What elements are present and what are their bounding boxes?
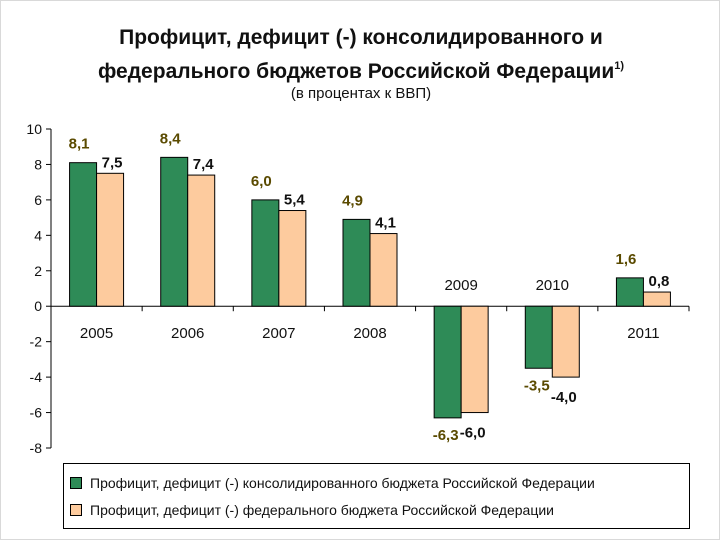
legend-swatch-consolidated: [70, 476, 82, 489]
data-label-consolidated: -6,3: [433, 427, 459, 444]
legend-item-consolidated: Профицит, дефицит (-) консолидированного…: [64, 469, 689, 496]
data-label-consolidated: -3,5: [524, 377, 550, 394]
x-tick-label: 2005: [80, 325, 113, 342]
title-footnote: 1): [614, 60, 625, 72]
title-line-1: Профицит, дефицит (-) консолидированного…: [119, 26, 603, 49]
y-tick-label: 10: [26, 121, 42, 137]
bar-consolidated: [342, 218, 371, 307]
legend-item-federal: Профицит, дефицит (-) федерального бюдже…: [64, 496, 689, 523]
data-label-federal: -6,0: [460, 425, 486, 442]
bar-consolidated: [251, 199, 280, 307]
data-label-federal: 5,4: [284, 192, 306, 209]
legend-label-consolidated: Профицит, дефицит (-) консолидированного…: [90, 474, 595, 491]
data-label-federal: 7,5: [102, 154, 123, 171]
bar-federal: [642, 291, 671, 307]
bar-federal: [460, 305, 489, 414]
data-label-consolidated: 8,4: [160, 130, 182, 147]
bar-consolidated: [615, 277, 644, 307]
data-label-consolidated: 4,9: [342, 192, 363, 209]
y-tick-label: -6: [30, 405, 43, 421]
data-label-federal: 7,4: [193, 156, 215, 173]
legend: Профицит, дефицит (-) консолидированного…: [63, 463, 690, 529]
data-label-federal: 0,8: [648, 273, 669, 290]
y-tick-label: 2: [34, 263, 42, 279]
bar-federal: [187, 174, 216, 307]
x-tick-label: 2007: [262, 325, 295, 342]
bar-consolidated: [433, 305, 462, 419]
x-tick-label: 2006: [171, 325, 204, 342]
y-tick-label: 6: [34, 192, 42, 208]
chart-title: Профицит, дефицит (-) консолидированного…: [1, 23, 720, 86]
y-tick-label: 4: [34, 227, 42, 243]
title-line-2: федерального бюджетов Российской Федерац…: [97, 60, 615, 83]
bar-consolidated: [160, 156, 189, 307]
bar-federal: [96, 172, 125, 307]
bar-consolidated: [69, 162, 98, 307]
data-label-federal: -4,0: [551, 389, 577, 406]
legend-swatch-federal: [70, 503, 82, 516]
bar-federal: [551, 305, 580, 378]
data-label-federal: 4,1: [375, 215, 396, 232]
y-tick-label: -4: [30, 369, 43, 385]
x-tick-label: 2011: [627, 325, 659, 342]
legend-label-federal: Профицит, дефицит (-) федерального бюдже…: [90, 501, 554, 518]
data-label-consolidated: 1,6: [615, 251, 636, 268]
x-tick-label: 2009: [444, 277, 477, 294]
y-tick-label: -2: [30, 334, 43, 350]
x-tick-label: 2010: [536, 277, 569, 294]
bar-federal: [369, 233, 398, 307]
bar-federal: [278, 210, 307, 307]
data-label-consolidated: 8,1: [69, 136, 90, 153]
bar-consolidated: [524, 305, 553, 369]
x-tick-label: 2008: [353, 325, 386, 342]
y-tick-label: 8: [34, 156, 42, 172]
chart-subtitle: (в процентах к ВВП): [290, 85, 432, 102]
y-tick-label: 0: [34, 298, 42, 314]
y-tick-label: -8: [30, 440, 43, 456]
data-label-consolidated: 6,0: [251, 173, 272, 190]
